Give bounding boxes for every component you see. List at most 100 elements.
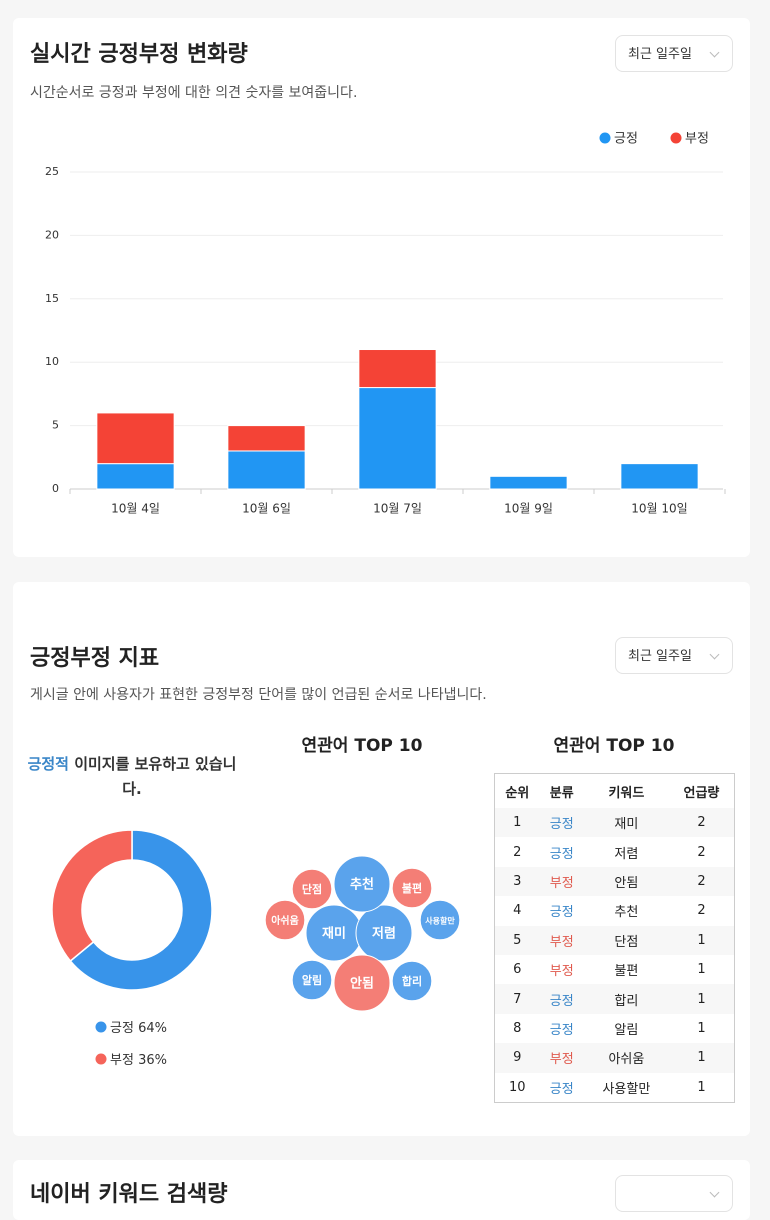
table-cell: 추천 bbox=[614, 905, 639, 921]
legend-name: 부정 bbox=[110, 1053, 134, 1068]
table-cell: 4 bbox=[513, 903, 522, 919]
bubble-label: 사용할만 bbox=[425, 916, 455, 926]
bubble-label: 저렴 bbox=[372, 927, 396, 942]
keyword-table: 순위 분류 키워드 언급량 1 긍정 재미 2 2 긍정 저렴 2 3 부정 안됨 2 4 긍정 추천 2 5 부정 단점 1… bbox=[494, 773, 735, 1103]
bar bbox=[358, 387, 437, 490]
table-cell: 1 bbox=[697, 1079, 706, 1095]
bar bbox=[358, 349, 437, 389]
bubble-label: 알림 bbox=[302, 973, 322, 987]
x-tick-label: 10월 6일 bbox=[242, 502, 291, 516]
table-cell: 2 bbox=[697, 844, 706, 860]
table-cell: 2 bbox=[668, 808, 735, 838]
donut-segment bbox=[51, 829, 133, 963]
legend-label: 긍정 64% bbox=[110, 1021, 167, 1036]
table-cell: 3 bbox=[494, 866, 540, 897]
y-tick-label: 5 bbox=[52, 419, 59, 432]
table-cell: 긍정 bbox=[549, 1081, 574, 1097]
table-cell: 부정 bbox=[539, 866, 584, 897]
column-header: 키워드 bbox=[608, 785, 645, 801]
legend-swatch bbox=[95, 1021, 107, 1033]
keyword-bubble bbox=[391, 960, 433, 1002]
legend-swatch bbox=[95, 1053, 107, 1065]
y-tick-label: 25 bbox=[45, 165, 59, 178]
table-row: 9 부정 아쉬움 1 bbox=[494, 1043, 735, 1073]
table-cell: 9 bbox=[494, 1043, 540, 1073]
table-cell: 아쉬움 bbox=[583, 1043, 669, 1073]
keyword-bubble bbox=[333, 954, 391, 1012]
x-tick-label: 10월 10일 bbox=[631, 502, 687, 516]
table-cell: 2 bbox=[697, 903, 706, 919]
table-cell: 2 bbox=[668, 866, 735, 897]
table-cell: 2 bbox=[513, 844, 522, 860]
keyword-bubble bbox=[291, 868, 333, 910]
legend-value: 64% bbox=[138, 1021, 167, 1036]
table-cell: 알림 bbox=[614, 1022, 639, 1038]
bar bbox=[227, 425, 306, 452]
table-cell: 1 bbox=[697, 962, 706, 978]
page: 실시간 긍정부정 변화량 시간순서로 긍정과 부정에 대한 의견 숫자를 보여줍… bbox=[0, 0, 770, 1187]
table-cell: 합리 bbox=[583, 984, 669, 1014]
table-cell: 6 bbox=[513, 962, 522, 978]
column-header: 순위 bbox=[505, 785, 530, 801]
table-cell: 안됨 bbox=[583, 866, 669, 897]
table-row: 3 부정 안됨 2 bbox=[494, 866, 735, 897]
table-cell: 사용할만 bbox=[602, 1081, 651, 1097]
bar bbox=[96, 463, 175, 490]
bubble-label: 합리 bbox=[402, 974, 422, 988]
table-cell: 1 bbox=[668, 984, 735, 1014]
bar bbox=[489, 475, 568, 490]
bubble-label: 재미 bbox=[322, 926, 346, 942]
legend-label: 부정 bbox=[685, 132, 709, 147]
table-row: 8 긍정 알림 1 bbox=[495, 1014, 735, 1043]
table-cell: 5 bbox=[494, 925, 540, 955]
table-cell: 1 bbox=[668, 925, 735, 955]
table-cell: 1 bbox=[697, 1020, 706, 1036]
dropdown[interactable]: 최근 일주일 bbox=[615, 35, 733, 72]
legend-label: 부정 36% bbox=[110, 1053, 167, 1068]
x-tick-label: 10월 7일 bbox=[373, 502, 422, 516]
bar bbox=[620, 463, 699, 490]
keyword-bubble bbox=[391, 867, 433, 909]
bubble-label: 아쉬움 bbox=[271, 914, 299, 927]
table-cell: 저렴 bbox=[614, 846, 639, 862]
column-header: 분류 bbox=[549, 785, 574, 801]
table-cell: 8 bbox=[513, 1020, 522, 1036]
table-cell: 부정 bbox=[549, 964, 574, 980]
table-cell: 1 bbox=[668, 1043, 735, 1073]
keyword-bubble bbox=[419, 899, 461, 941]
section-subtitle: 게시글 안에 사용자가 표현한 긍정부정 단어를 많이 언급된 순서로 나타냅니… bbox=[30, 687, 487, 703]
bar bbox=[96, 412, 175, 465]
table-cell: 긍정 bbox=[549, 846, 574, 862]
legend-label: 긍정 bbox=[614, 132, 638, 147]
dropdown[interactable]: 최근 일주일 bbox=[615, 637, 733, 674]
table-row: 6 부정 불편 1 bbox=[495, 955, 735, 984]
keyword-bubble bbox=[291, 959, 333, 1001]
bubble-label: 안됨 bbox=[350, 976, 374, 992]
table-row: 4 긍정 추천 2 bbox=[495, 896, 735, 925]
keyword-bubble bbox=[264, 899, 306, 941]
table-title: 연관어 TOP 10 bbox=[553, 736, 675, 756]
legend-value: 36% bbox=[138, 1053, 167, 1068]
table-cell: 10 bbox=[509, 1079, 526, 1095]
bubble-label: 추천 bbox=[350, 877, 374, 893]
keyword-bubble bbox=[355, 904, 413, 962]
table-row: 1 긍정 재미 2 bbox=[494, 808, 735, 838]
x-tick-label: 10월 4일 bbox=[111, 502, 160, 516]
y-tick-label: 10 bbox=[45, 355, 59, 368]
table-cell: 불편 bbox=[614, 964, 639, 980]
section-title: 긍정부정 지표 bbox=[30, 646, 160, 671]
table-row: 10 긍정 사용할만 1 bbox=[495, 1073, 735, 1103]
legend-swatch bbox=[670, 132, 682, 144]
headline-text: 이미지를 보유하고 있습니다. bbox=[68, 755, 237, 798]
table-cell: 부정 bbox=[539, 1043, 584, 1073]
column-header: 언급량 bbox=[683, 785, 720, 801]
table-row: 5 부정 단점 1 bbox=[494, 925, 735, 955]
table-cell: 부정 bbox=[539, 925, 584, 955]
donut-segment bbox=[69, 829, 213, 991]
bubble-title: 연관어 TOP 10 bbox=[301, 736, 423, 756]
y-tick-label: 15 bbox=[45, 292, 59, 305]
x-tick-label: 10월 9일 bbox=[504, 502, 553, 516]
table-cell: 재미 bbox=[583, 808, 669, 838]
bar bbox=[227, 450, 306, 490]
keyword-bubble bbox=[333, 855, 391, 913]
